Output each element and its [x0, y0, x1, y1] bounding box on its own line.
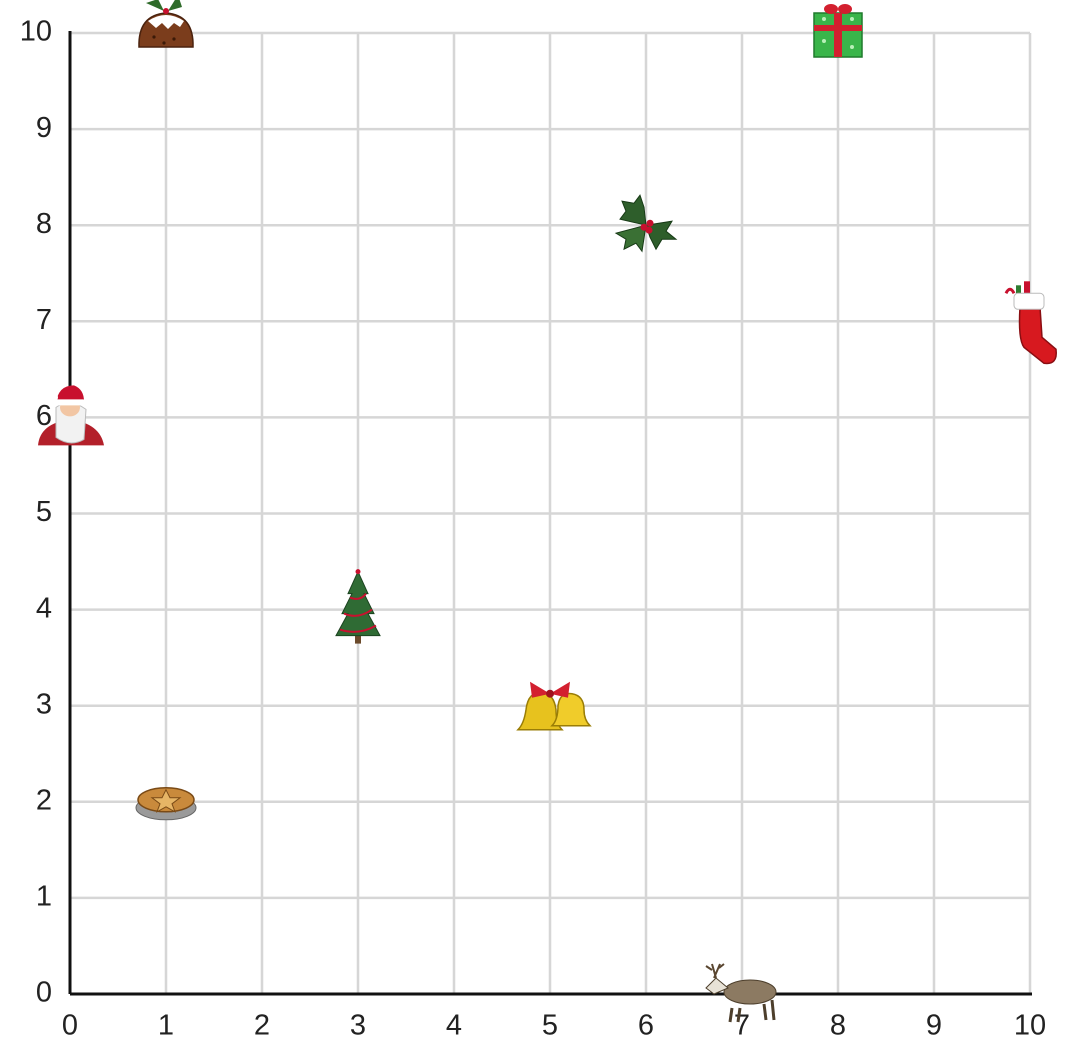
icon-part: [850, 17, 854, 21]
x-tick-label: 7: [734, 1010, 750, 1042]
icon-part: [335, 570, 381, 637]
icon-part: [838, 4, 852, 14]
y-tick-label: 6: [36, 400, 52, 432]
x-tick-label: 5: [542, 1010, 558, 1042]
icon-part: [50, 393, 58, 402]
icon-part: [546, 689, 554, 698]
icon-part: [834, 13, 842, 57]
y-tick-label: 9: [36, 112, 52, 144]
y-tick-label: 7: [36, 304, 52, 336]
icon-part: [150, 788, 182, 813]
y-tick-label: 0: [36, 977, 52, 1009]
y-tick-label: 10: [20, 16, 52, 48]
x-tick-label: 2: [254, 1010, 270, 1042]
x-tick-label: 4: [446, 1010, 462, 1042]
icon-part: [148, 15, 184, 29]
icon-part: [705, 963, 725, 979]
y-tick-label: 3: [36, 688, 52, 720]
x-tick-label: 10: [1014, 1010, 1046, 1042]
point-icon: [705, 963, 777, 1023]
axes: [68, 31, 1032, 996]
icon-part: [1024, 281, 1030, 296]
x-tick-label: 0: [62, 1010, 78, 1042]
point-icon: [38, 385, 104, 446]
icon-part: [56, 385, 84, 404]
x-tick-label: 8: [830, 1010, 846, 1042]
x-tick-label: 9: [926, 1010, 942, 1042]
icon-part: [530, 681, 570, 698]
y-tick-label: 4: [36, 592, 52, 624]
icon-part: [614, 224, 647, 253]
point-icon: [516, 681, 592, 731]
y-tick-label: 8: [36, 208, 52, 240]
icon-part: [1013, 292, 1045, 310]
point-icon: [335, 569, 381, 644]
icon-part: [822, 39, 826, 43]
grid: [68, 31, 1032, 996]
icon-part: [705, 977, 729, 995]
icon-part: [723, 979, 777, 1005]
icon-part: [162, 41, 166, 45]
x-tick-label: 6: [638, 1010, 654, 1042]
icon-part: [619, 194, 647, 226]
point-icon: [1004, 281, 1057, 365]
icon-part: [172, 37, 176, 41]
icon-part: [339, 592, 377, 633]
icon-part: [822, 17, 826, 21]
point-icon: [135, 787, 197, 821]
x-tick-label: 1: [158, 1010, 174, 1042]
icon-part: [146, 0, 164, 11]
icon-part: [1018, 306, 1057, 365]
icon-part: [645, 226, 653, 234]
icon-part: [152, 35, 156, 39]
icon-part: [645, 220, 678, 251]
icon-part: [728, 999, 776, 1023]
icon-part: [355, 569, 361, 575]
icon-part: [168, 0, 182, 11]
point-icon: [614, 194, 678, 253]
icon-part: [550, 692, 592, 727]
icon-part: [163, 8, 169, 14]
icon-part: [54, 399, 86, 406]
icon-part: [824, 4, 838, 14]
point-icon: [813, 4, 863, 58]
icon-part: [1016, 285, 1021, 298]
icon-part: [850, 45, 854, 49]
icon-part: [355, 635, 361, 644]
y-tick-label: 5: [36, 496, 52, 528]
icon-part: [646, 219, 654, 227]
x-tick-label: 3: [350, 1010, 366, 1042]
y-tick-label: 2: [36, 784, 52, 816]
point-icon: [138, 0, 194, 48]
y-tick-label: 1: [36, 881, 52, 913]
icon-part: [814, 25, 862, 31]
icon-part: [1004, 287, 1016, 295]
